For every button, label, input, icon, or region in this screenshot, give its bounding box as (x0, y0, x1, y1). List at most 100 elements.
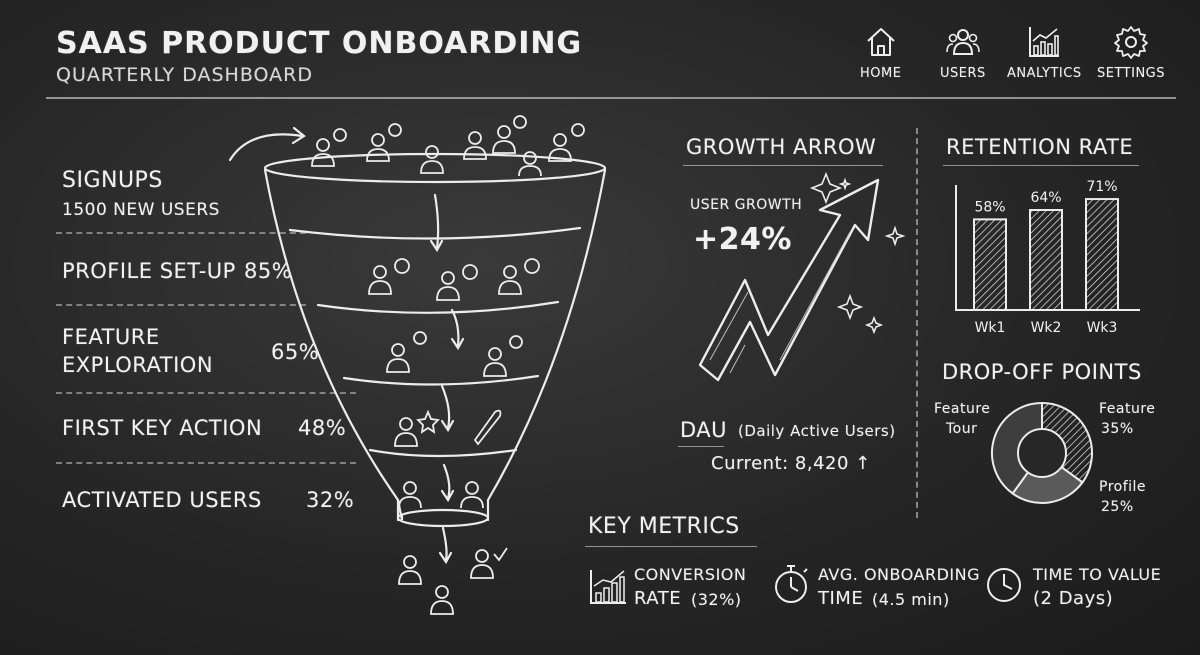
metric-time-to-value-detail: (2 Days) (1033, 588, 1114, 609)
user-icon (386, 343, 410, 373)
nav-analytics-label: ANALYTICS (1007, 66, 1082, 81)
clock-icon (987, 568, 1021, 602)
retention-value-label: 58% (974, 199, 1005, 215)
growth-arrow (698, 178, 880, 382)
stage-profile-setup-label: PROFILE SET-UP (62, 259, 236, 283)
users-icon (946, 29, 980, 55)
entry-arrow (228, 133, 304, 162)
bar-chart-icon (590, 570, 626, 604)
page-title: SAAS PRODUCT ONBOARDING (56, 26, 583, 61)
funnel-diagram (228, 115, 607, 615)
user-icon (366, 133, 390, 162)
retention-category-label: Wk3 (1087, 320, 1118, 336)
section-divider (916, 128, 918, 518)
dropoff-label-feature-1: Feature (1099, 401, 1156, 417)
metric-onboarding-line2: TIME (818, 588, 864, 609)
dropoff-label-profile-1: Profile (1099, 479, 1147, 495)
sparkle-icon (809, 171, 843, 205)
retention-title-underline (943, 165, 1139, 166)
metric-time-to-value-line1: TIME TO VALUE (1033, 565, 1162, 584)
dropoff-label-feature-2: 35% (1101, 421, 1134, 437)
donut-slice-profile (1011, 451, 1084, 504)
metric-conversion-detail: (32%) (691, 590, 742, 609)
header-divider (46, 97, 1176, 99)
retention-bar-wk2 (1029, 209, 1063, 311)
nav-users[interactable]: USERS (940, 24, 986, 81)
user-icon (368, 265, 392, 295)
stopwatch-icon (775, 565, 808, 603)
gear-icon (524, 258, 540, 274)
user-icon (394, 417, 418, 447)
page-subtitle: QUARTERLY DASHBOARD (56, 64, 313, 86)
dau-underline (678, 446, 724, 447)
user-icon (498, 265, 522, 295)
gear-icon (462, 264, 478, 280)
gear-icon (394, 258, 410, 274)
nav-home[interactable]: HOME (860, 24, 901, 81)
user-growth-value: +24% (693, 222, 792, 257)
user-icon (518, 151, 542, 177)
retention-category-label: Wk2 (1031, 320, 1062, 336)
retention-chart: 58% Wk1 64% Wk2 71% Wk3 (955, 179, 1140, 336)
dropoff-donut-chart (991, 401, 1093, 504)
signups-label: SIGNUPS (62, 168, 163, 193)
metric-onboarding-detail: (4.5 min) (872, 590, 950, 609)
signups-count: 1500 NEW USERS (62, 200, 220, 220)
key-metrics-title: KEY METRICS (588, 514, 740, 539)
sparkle-icon (838, 177, 852, 191)
stage-activated-users-label: ACTIVATED USERS (62, 488, 262, 512)
stage-first-key-action-pct: 48% (298, 416, 347, 440)
retention-value-label: 71% (1086, 179, 1117, 195)
plus-icon (571, 123, 585, 137)
user-icon (436, 271, 460, 301)
stage-feature-exploration-label-2: EXPLORATION (62, 353, 214, 377)
growth-title-underline (683, 165, 883, 166)
stage-activated-users-pct: 32% (306, 488, 355, 512)
retention-bar-wk1 (973, 218, 1007, 311)
star-icon (416, 409, 440, 434)
stage-divider (56, 232, 306, 234)
home-icon (867, 28, 895, 56)
metric-conversion-line1: CONVERSION (634, 565, 747, 584)
metric-onboarding-line1: AVG. ONBOARDING (818, 565, 980, 584)
dropoff-label-feature-tour-1: Feature (934, 401, 991, 417)
lightbulb-icon (413, 331, 427, 345)
plus-icon (333, 128, 347, 142)
retention-value-label: 64% (1030, 190, 1061, 206)
retention-axis (955, 185, 1140, 311)
lightbulb-icon (509, 335, 523, 349)
user-icon (398, 481, 422, 509)
user-icon (483, 347, 507, 377)
user-icon (548, 133, 572, 162)
user-growth-label: USER GROWTH (690, 197, 803, 213)
user-icon (470, 549, 494, 579)
user-icon (430, 585, 454, 615)
nav-analytics[interactable]: ANALYTICS (1007, 24, 1082, 81)
donut-slice-feature-tour (991, 401, 1043, 495)
key-metrics-underline (585, 546, 757, 547)
plus-icon (513, 115, 527, 129)
dau-current: Current: 8,420 ↑ (711, 453, 871, 474)
nav-settings[interactable]: SETTINGS (1097, 24, 1165, 81)
dropoff-label-feature-tour-2: Tour (946, 421, 978, 437)
plus-icon (388, 123, 402, 137)
stage-divider (56, 304, 306, 306)
dau-description: (Daily Active Users) (738, 422, 896, 440)
stage-profile-setup-pct: 85% (244, 259, 293, 283)
rocket-icon (473, 409, 502, 446)
user-icon (492, 125, 516, 154)
sparkle-icon (884, 225, 906, 247)
user-icon (463, 131, 487, 160)
user-icon (420, 145, 444, 174)
donut-hole (1017, 428, 1067, 478)
gear-icon (1114, 26, 1148, 59)
user-icon (398, 555, 422, 585)
retention-title: RETENTION RATE (946, 135, 1134, 159)
check-icon (493, 547, 508, 562)
stage-first-key-action-label: FIRST KEY ACTION (62, 416, 263, 440)
nav-users-label: USERS (940, 66, 986, 81)
user-icon (460, 481, 484, 509)
dropoff-title: DROP-OFF POINTS (942, 360, 1142, 384)
metric-conversion-line2: RATE (634, 588, 682, 609)
donut-slice-feature (1041, 401, 1093, 484)
